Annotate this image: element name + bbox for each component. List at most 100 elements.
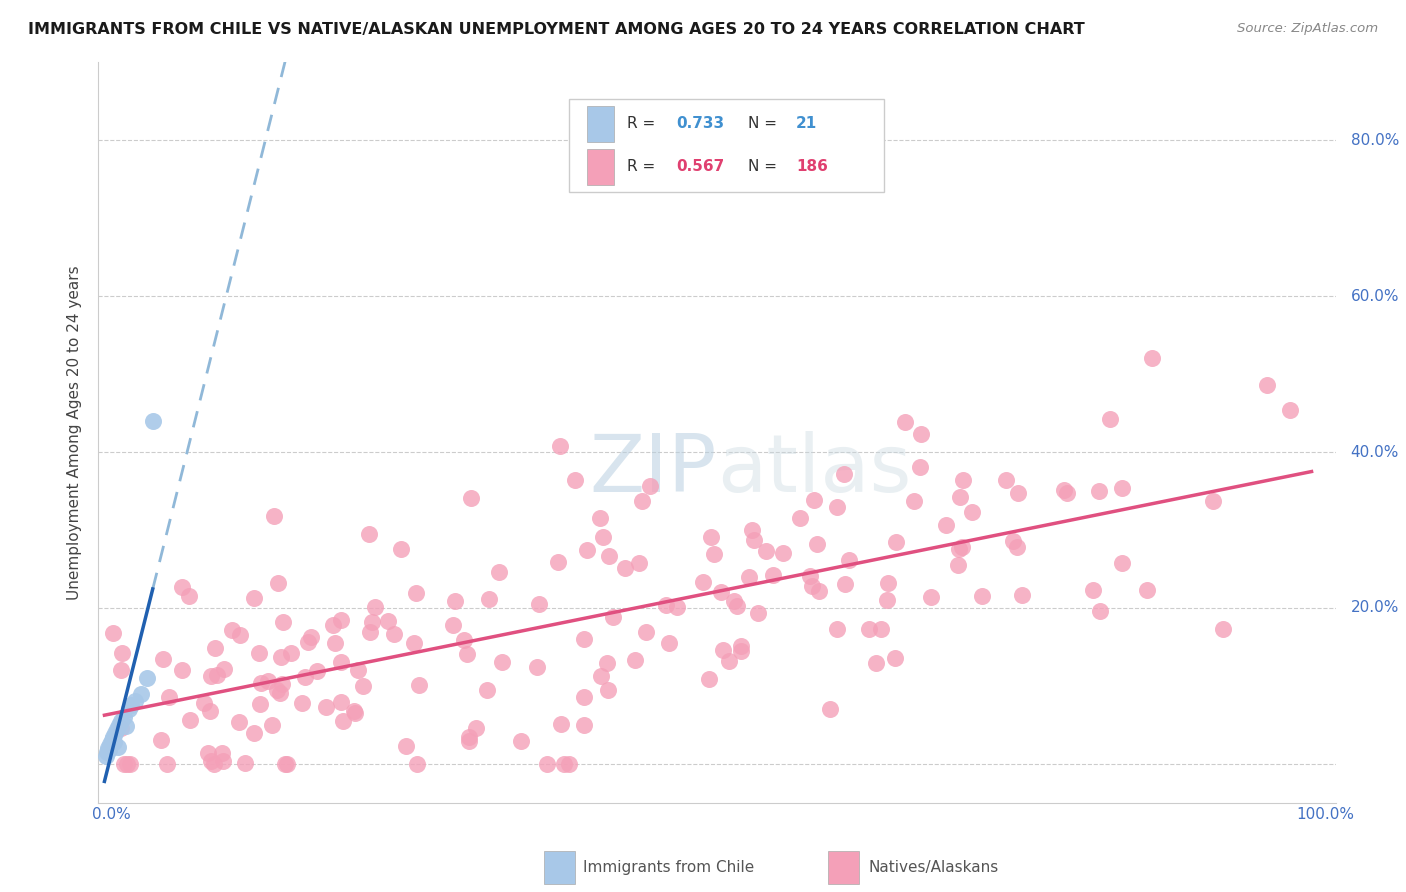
Point	[553, 756, 575, 771]
Point	[834, 577, 856, 591]
Point	[94, 749, 117, 764]
Point	[249, 697, 271, 711]
Point	[115, 719, 138, 733]
Point	[359, 527, 381, 541]
Text: 40.0%: 40.0%	[1351, 444, 1399, 459]
Point	[233, 756, 256, 770]
Point	[103, 735, 125, 749]
Point	[950, 540, 973, 554]
Point	[120, 698, 142, 713]
Point	[666, 600, 689, 615]
Point	[332, 714, 354, 728]
Point	[960, 505, 983, 519]
Point	[1111, 481, 1133, 495]
Point	[152, 652, 174, 666]
Point	[377, 614, 399, 628]
Point	[271, 676, 294, 690]
Point	[97, 741, 120, 756]
Point	[1081, 582, 1104, 597]
Point	[404, 636, 426, 650]
Point	[1278, 403, 1301, 417]
Point	[297, 634, 319, 648]
Point	[1099, 411, 1122, 425]
Point	[755, 544, 778, 558]
Point	[935, 517, 957, 532]
Point	[1053, 483, 1076, 498]
Point	[627, 556, 650, 570]
Point	[703, 547, 725, 561]
Point	[799, 569, 821, 583]
Point	[112, 756, 135, 771]
Point	[527, 597, 550, 611]
Point	[631, 494, 654, 508]
Point	[276, 756, 298, 771]
Text: Natives/Alaskans: Natives/Alaskans	[868, 860, 998, 875]
Point	[200, 668, 222, 682]
Point	[110, 663, 132, 677]
Text: 100.0%: 100.0%	[1296, 806, 1354, 822]
Point	[491, 655, 513, 669]
Point	[574, 632, 596, 646]
Point	[1001, 533, 1024, 548]
Point	[730, 644, 752, 658]
Point	[179, 713, 201, 727]
Point	[157, 690, 180, 704]
Point	[274, 756, 297, 771]
Point	[572, 718, 595, 732]
Text: 21: 21	[796, 116, 817, 131]
Point	[614, 560, 637, 574]
Text: 20.0%: 20.0%	[1351, 600, 1399, 615]
Point	[266, 683, 288, 698]
Point	[789, 511, 811, 525]
Point	[441, 617, 464, 632]
Text: R =: R =	[627, 116, 655, 131]
Point	[870, 623, 893, 637]
Text: 0.733: 0.733	[676, 116, 724, 131]
Point	[550, 717, 572, 731]
Point	[596, 656, 619, 670]
Point	[322, 618, 344, 632]
Point	[475, 682, 498, 697]
Point	[177, 589, 200, 603]
Point	[211, 746, 233, 760]
Text: IMMIGRANTS FROM CHILE VS NATIVE/ALASKAN UNEMPLOYMENT AMONG AGES 20 TO 24 YEARS C: IMMIGRANTS FROM CHILE VS NATIVE/ALASKAN …	[28, 22, 1085, 37]
Point	[884, 650, 907, 665]
Point	[453, 632, 475, 647]
Point	[908, 460, 931, 475]
Point	[257, 673, 280, 688]
Point	[271, 615, 294, 629]
Point	[952, 473, 974, 487]
Point	[893, 415, 915, 429]
Point	[711, 643, 734, 657]
Bar	[588, 149, 614, 185]
Point	[98, 743, 121, 757]
Point	[1201, 494, 1223, 508]
Point	[692, 575, 714, 590]
Point	[457, 734, 479, 748]
Point	[107, 739, 129, 754]
Point	[970, 590, 993, 604]
Point	[247, 646, 270, 660]
Point	[117, 702, 139, 716]
Text: ZIP: ZIP	[589, 431, 717, 508]
Point	[903, 493, 925, 508]
Point	[101, 730, 124, 744]
Text: 0.567: 0.567	[676, 160, 724, 174]
Point	[299, 630, 322, 644]
Point	[1011, 588, 1033, 602]
Text: R =: R =	[627, 160, 655, 174]
FancyBboxPatch shape	[568, 99, 884, 192]
Point	[465, 722, 488, 736]
Point	[772, 546, 794, 560]
Point	[1136, 583, 1159, 598]
Point	[910, 426, 932, 441]
Point	[598, 549, 620, 563]
Point	[204, 640, 226, 655]
Point	[636, 625, 658, 640]
Point	[589, 668, 612, 682]
Point	[807, 583, 830, 598]
Point	[806, 537, 828, 551]
Point	[395, 739, 418, 754]
Point	[359, 625, 381, 640]
Point	[330, 613, 353, 627]
